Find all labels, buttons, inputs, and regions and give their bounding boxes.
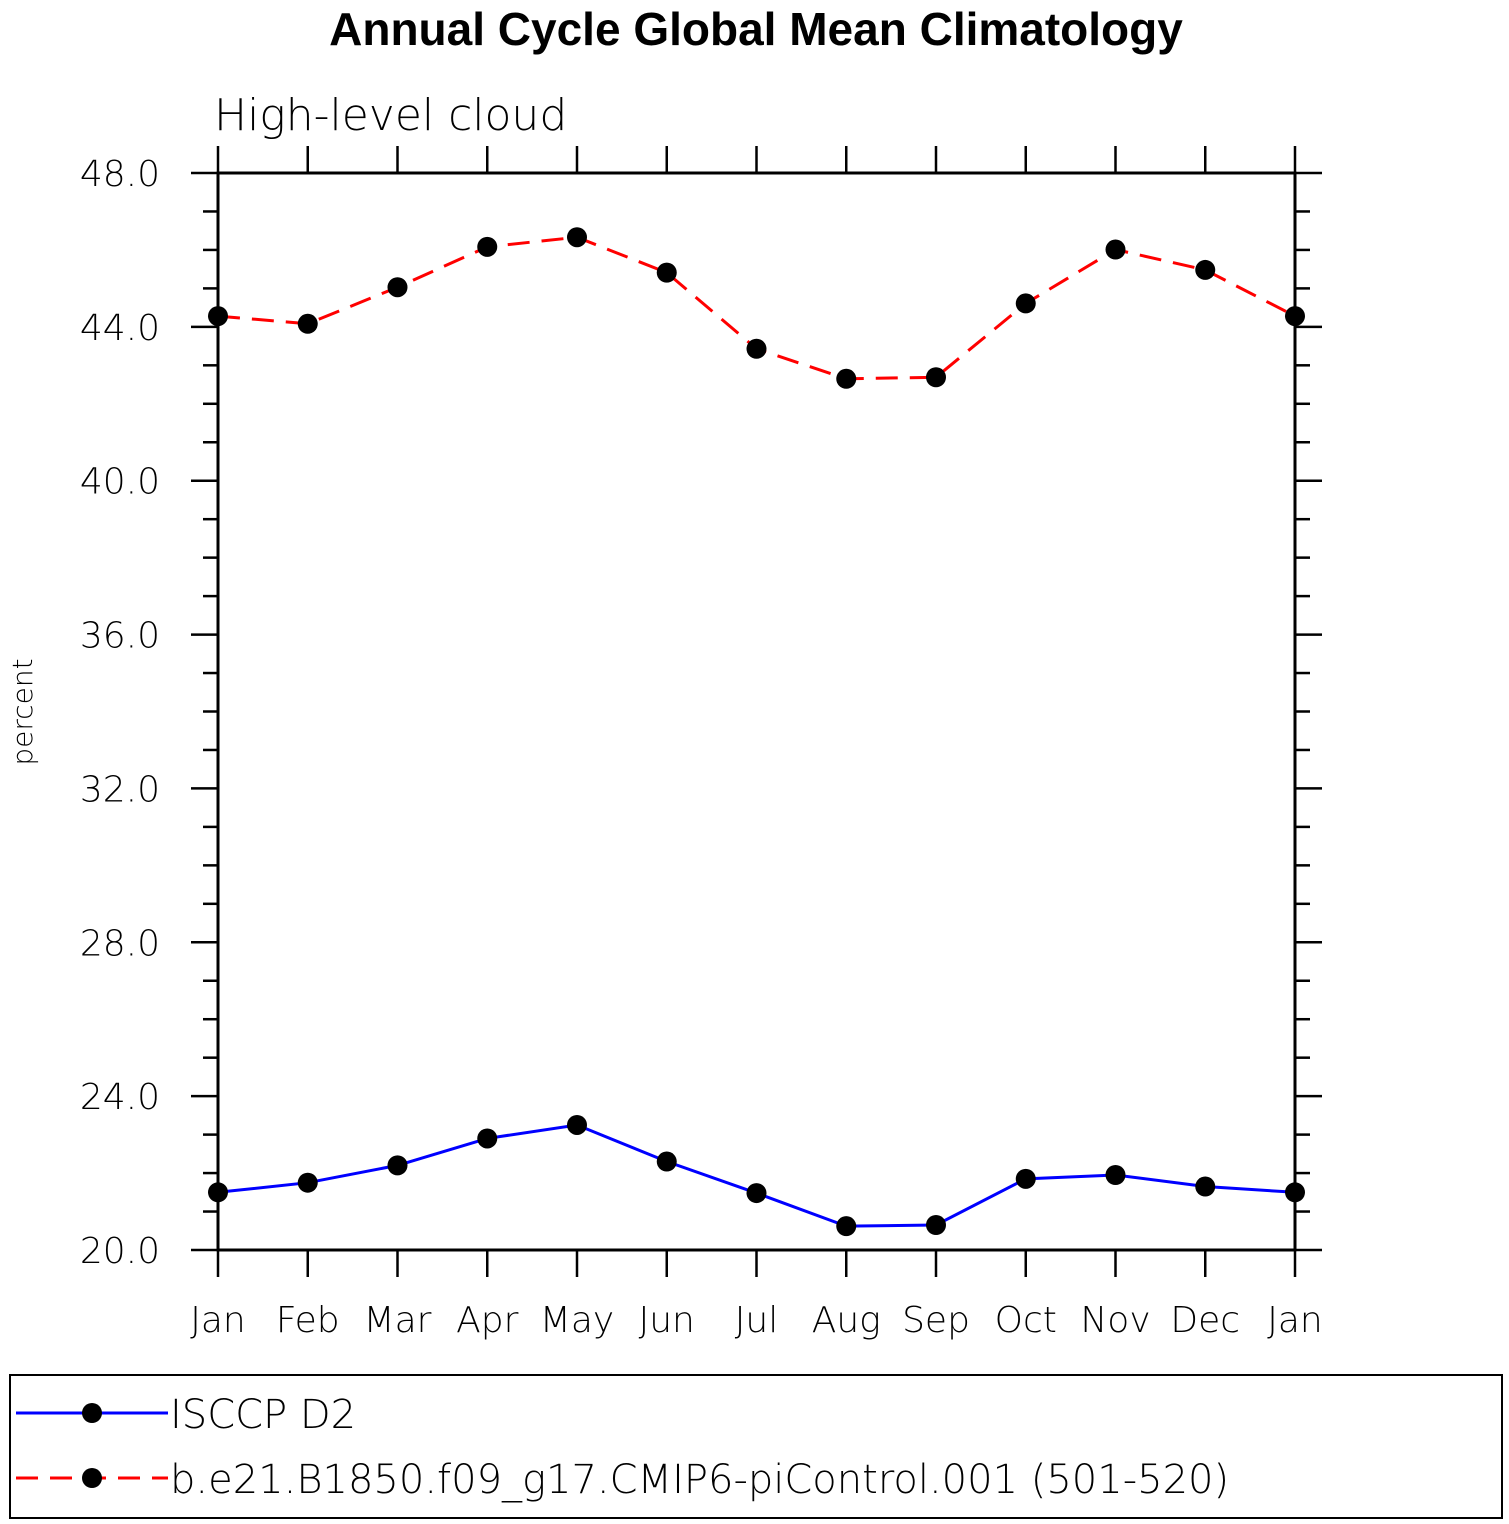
data-point	[1285, 306, 1305, 327]
legend-marker	[82, 1403, 102, 1423]
data-point	[1015, 293, 1036, 314]
data-point	[297, 1172, 318, 1193]
x-tick-label: Oct	[995, 1300, 1057, 1341]
data-point	[836, 1216, 857, 1237]
series-1	[208, 1114, 1305, 1237]
data-point	[1195, 259, 1216, 280]
legend: ISCCP D2 b.e21.B1850.f09_g17.CMIP6-piCont…	[16, 1392, 1229, 1503]
plot-frame	[216, 171, 1297, 1252]
data-point	[477, 236, 498, 257]
legend-marker	[82, 1468, 102, 1488]
data-point	[387, 1155, 408, 1176]
x-tick-label: Jun	[639, 1300, 695, 1341]
x-tick-label: Apr	[456, 1300, 518, 1341]
legend-box	[9, 1374, 1503, 1519]
y-tick-label: 36.0	[80, 616, 160, 657]
data-point	[477, 1128, 498, 1149]
x-tick-label: May	[540, 1300, 614, 1341]
ticks-group	[191, 146, 1322, 1277]
y-tick-label: 48.0	[80, 154, 160, 195]
x-tick-label: Feb	[276, 1300, 340, 1341]
x-tick-label: Jul	[735, 1300, 778, 1341]
y-tick-label: 32.0	[80, 769, 160, 810]
legend-label: b.e21.B1850.f09_g17.CMIP6-piControl.001 …	[170, 1457, 1229, 1503]
y-axis-label: percent	[6, 658, 39, 765]
x-tick-label: Dec	[1170, 1300, 1240, 1341]
data-point	[926, 367, 946, 388]
data-point	[208, 306, 228, 327]
x-tick-label: Jan	[190, 1300, 246, 1341]
y-tick-label: 40.0	[80, 462, 160, 503]
series-line	[217, 1123, 1296, 1228]
data-point	[1285, 1182, 1305, 1203]
legend-label: ISCCP D2	[170, 1392, 356, 1438]
x-tick-label: Nov	[1080, 1300, 1150, 1341]
y-tick-label: 20.0	[80, 1231, 160, 1272]
y-tick-label: 28.0	[80, 923, 160, 964]
series-2	[208, 227, 1305, 389]
data-point	[1105, 239, 1126, 260]
x-tick-label: Sep	[902, 1300, 970, 1341]
data-point	[567, 227, 587, 248]
x-tick-labels: Jan Feb Mar Apr May Jun Jul Aug Sep Oct Nov Dec Jan	[190, 1300, 1323, 1341]
data-point	[926, 1214, 946, 1235]
y-tick-labels: 20.0 24.0 28.0 32.0 36.0 40.0 44.0 48.0	[80, 154, 160, 1272]
data-point	[746, 338, 767, 359]
x-tick-label: Aug	[812, 1300, 881, 1341]
data-point	[387, 277, 408, 298]
data-point	[656, 262, 677, 283]
x-tick-label: Mar	[364, 1300, 432, 1341]
x-tick-label: Jan	[1267, 1300, 1323, 1341]
series-group	[208, 227, 1305, 1237]
data-point	[297, 313, 318, 334]
data-point	[836, 368, 857, 389]
data-point	[1015, 1168, 1036, 1189]
data-point	[1105, 1164, 1126, 1185]
data-point	[208, 1182, 228, 1203]
y-tick-label: 24.0	[80, 1077, 160, 1118]
chart-title: Annual Cycle Global Mean Climatology	[329, 3, 1183, 55]
data-point	[567, 1114, 587, 1135]
chart-subtitle: High-level cloud	[214, 90, 567, 141]
data-point	[656, 1151, 677, 1172]
data-point	[746, 1183, 767, 1204]
data-point	[1195, 1176, 1216, 1197]
y-tick-label: 44.0	[80, 308, 160, 349]
